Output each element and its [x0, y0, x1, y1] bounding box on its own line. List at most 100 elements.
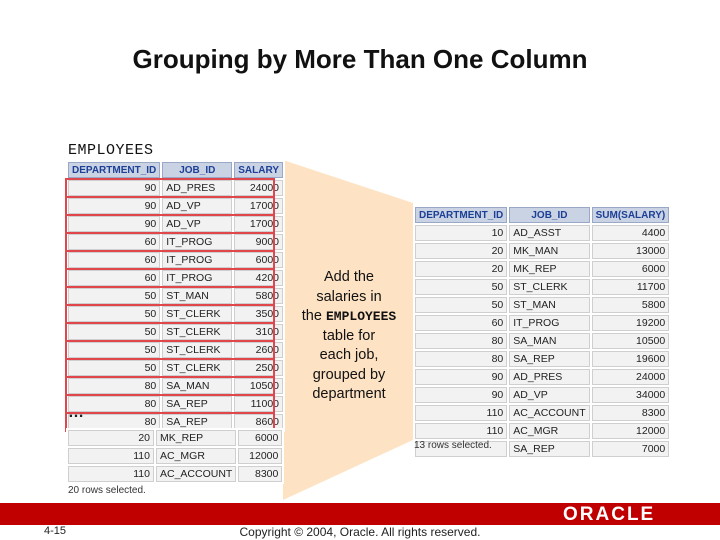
column-header: SALARY: [234, 162, 284, 178]
table-cell: 10: [415, 225, 508, 241]
table-cell: 90: [415, 369, 508, 385]
callout-line: Add the: [324, 269, 374, 285]
table-cell: 50: [68, 342, 161, 358]
callout-line: department: [312, 386, 386, 402]
table-cell: 19600: [591, 351, 670, 367]
table-cell: 8300: [591, 405, 670, 421]
table-row: SA_REP 7000: [415, 441, 670, 457]
table-cell: ST_CLERK: [162, 342, 233, 358]
table-cell: 50: [415, 297, 508, 313]
row-highlight: [65, 232, 275, 252]
column-header: DEPARTMENT_ID: [415, 207, 508, 223]
table-cell: 6000: [591, 261, 670, 277]
table-cell: 4400: [591, 225, 670, 241]
rows-selected-right: 13 rows selected.: [414, 440, 492, 451]
table-row: 110 AC_MGR 12000: [415, 423, 670, 439]
column-header: JOB_ID: [162, 162, 233, 178]
table-cell: 2500: [234, 360, 284, 376]
table-row: 60 IT_PROG 9000: [68, 234, 284, 250]
column-header: JOB_ID: [509, 207, 590, 223]
table-cell: AD_VP: [162, 198, 233, 214]
employees-label: EMPLOYEES: [68, 142, 154, 159]
table-cell: 90: [415, 387, 508, 403]
table-row: 80 SA_REP 19600: [415, 351, 670, 367]
table-cell: [415, 441, 508, 457]
table-cell: 34000: [591, 387, 670, 403]
table-cell: 7000: [591, 441, 670, 457]
table-cell: 6000: [238, 430, 283, 446]
table-row: 50 ST_MAN 5800: [415, 297, 670, 313]
table-cell: SA_MAN: [509, 333, 590, 349]
table-cell: 10500: [591, 333, 670, 349]
table-row: 80 SA_REP 11000: [68, 396, 284, 412]
table-cell: 17000: [234, 198, 284, 214]
table-row: 80 SA_REP 8600: [68, 414, 284, 430]
table-cell: 50: [68, 288, 161, 304]
row-highlight: [65, 394, 275, 414]
table-cell: 60: [68, 252, 161, 268]
table-row: 60 IT_PROG 4200: [68, 270, 284, 286]
table-cell: AD_PRES: [509, 369, 590, 385]
footer-bar: [0, 503, 720, 525]
table-cell: IT_PROG: [509, 315, 590, 331]
table-cell: 24000: [234, 180, 284, 196]
copyright: Copyright © 2004, Oracle. All rights res…: [239, 525, 481, 539]
table-row: 110 AC_MGR 12000: [68, 448, 283, 464]
table-row: 90 AD_PRES 24000: [415, 369, 670, 385]
table-cell: ST_MAN: [162, 288, 233, 304]
row-highlight: [65, 214, 275, 234]
table-cell: ST_CLERK: [509, 279, 590, 295]
table-cell: MK_REP: [156, 430, 237, 446]
table-cell: AD_VP: [162, 216, 233, 232]
table-cell: SA_REP: [509, 441, 590, 457]
table-cell: 17000: [234, 216, 284, 232]
table-cell: 80: [415, 333, 508, 349]
table-cell: 19200: [591, 315, 670, 331]
table-cell: 50: [68, 360, 161, 376]
row-highlight: [65, 376, 275, 396]
table-cell: 11000: [234, 396, 284, 412]
row-highlight: [65, 322, 275, 342]
table-cell: ST_MAN: [509, 297, 590, 313]
table-cell: ST_CLERK: [162, 360, 233, 376]
employees-table: DEPARTMENT_ID JOB_ID SALARY 90 AD_PRES 240…: [66, 160, 286, 432]
row-highlight: [65, 268, 275, 288]
table-cell: 20: [415, 261, 508, 277]
table-row: 90 AD_VP 17000: [68, 198, 284, 214]
table-cell: 5800: [591, 297, 670, 313]
table-cell: 20: [415, 243, 508, 259]
table-cell: 80: [415, 351, 508, 367]
table-row: 20 MK_REP 6000: [415, 261, 670, 277]
table-cell: 13000: [591, 243, 670, 259]
column-header: DEPARTMENT_ID: [68, 162, 161, 178]
table-cell: AD_VP: [509, 387, 590, 403]
table-cell: 90: [68, 198, 161, 214]
table-cell: 110: [68, 448, 154, 464]
table-cell: 50: [68, 306, 161, 322]
slide-title: Grouping by More Than One Column: [132, 44, 588, 74]
table-row: 20 MK_MAN 13000: [415, 243, 670, 259]
table-cell: 20: [68, 430, 154, 446]
table-name: EMPLOYEES: [325, 309, 397, 324]
table-row: 60 IT_PROG 6000: [68, 252, 284, 268]
table-cell: AC_ACCOUNT: [509, 405, 590, 421]
table-cell: SA_REP: [162, 396, 233, 412]
table-cell: SA_REP: [162, 414, 233, 430]
table-cell: 24000: [591, 369, 670, 385]
table-row: 80 SA_MAN 10500: [68, 378, 284, 394]
table-cell: 110: [68, 466, 154, 482]
table-row: 60 IT_PROG 19200: [415, 315, 670, 331]
row-highlight: [65, 340, 275, 360]
table-cell: AC_MGR: [509, 423, 590, 439]
table-cell: IT_PROG: [162, 234, 233, 250]
table-row: 110 AC_ACCOUNT 8300: [415, 405, 670, 421]
table-cell: AD_ASST: [509, 225, 590, 241]
table-cell: 110: [415, 405, 508, 421]
table-cell: ST_CLERK: [162, 306, 233, 322]
table-cell: 8300: [238, 466, 283, 482]
table-cell: 60: [68, 234, 161, 250]
table-cell: AC_MGR: [156, 448, 237, 464]
callout-line: each job,: [319, 347, 379, 363]
row-highlight: [65, 286, 275, 306]
